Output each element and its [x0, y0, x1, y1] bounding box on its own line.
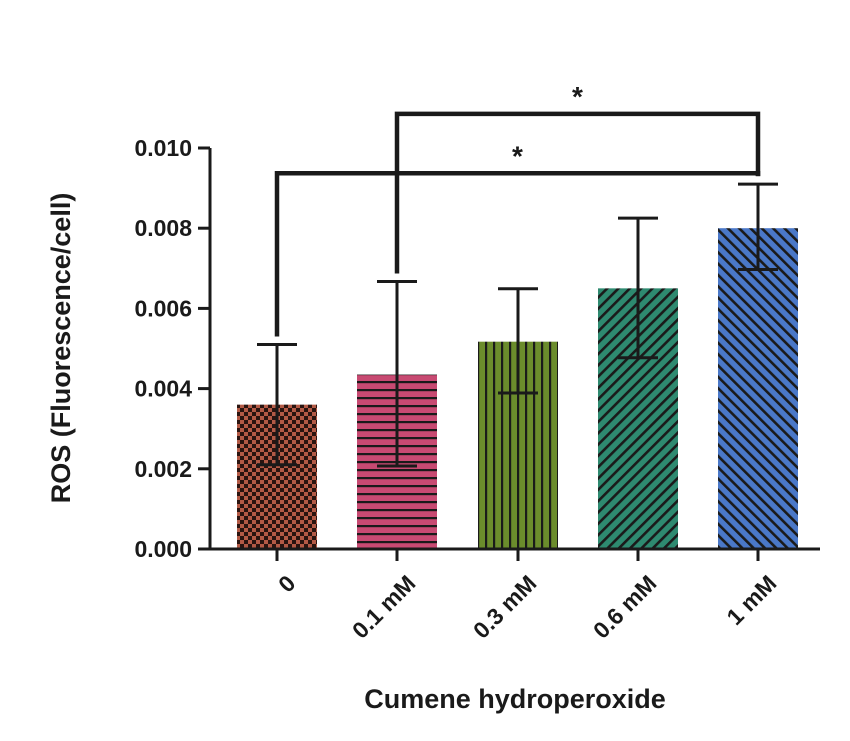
y-axis-title: ROS (Fluorescence/cell)	[46, 193, 76, 504]
y-tick-label-5: 0.010	[134, 135, 192, 161]
y-tick-label-4: 0.008	[134, 215, 192, 241]
x-axis-title: Cumene hydroperoxide	[364, 684, 666, 714]
y-tick-label-3: 0.006	[134, 295, 192, 321]
y-tick-label-0: 0.000	[134, 536, 192, 562]
y-tick-label-2: 0.004	[134, 376, 192, 402]
x-tick-label-4: 1 mM	[721, 570, 781, 630]
x-tick-label-1: 0.1 mM	[347, 570, 421, 644]
error-bars-group	[257, 182, 778, 468]
bar-4	[718, 228, 798, 549]
x-tick-label-0: 0	[273, 570, 300, 597]
significance-star-0: *	[572, 81, 583, 112]
axes-group: 0.000 0.002 0.004 0.006 0.008 0.010 0 0.1 mM 0.3…	[134, 135, 820, 644]
significance-bracket-0	[394, 111, 761, 274]
x-tick-label-2: 0.3 mM	[468, 570, 542, 644]
significance-star-1: *	[512, 140, 523, 171]
significance-bracket-1	[274, 171, 761, 337]
significance-group: **	[274, 81, 761, 337]
x-tick-label-3: 0.6 mM	[588, 570, 662, 644]
y-tick-label-1: 0.002	[134, 456, 192, 482]
